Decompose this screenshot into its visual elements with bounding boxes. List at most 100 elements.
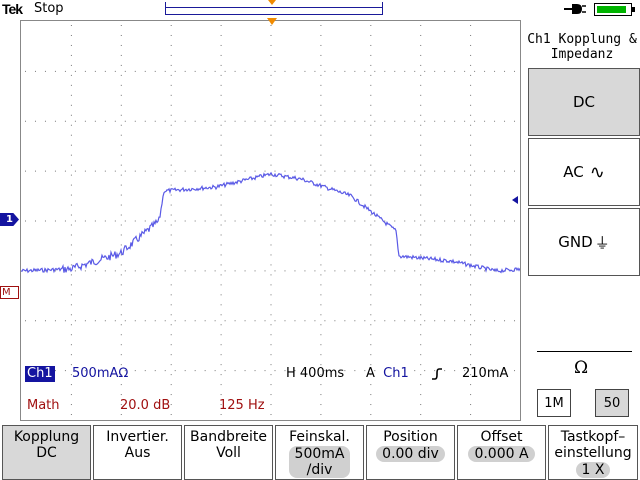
grid-dot	[284, 120, 286, 122]
grid-dot	[184, 370, 186, 372]
side-menu-title: Ch1 Kopplung & Impedanz	[527, 32, 637, 62]
coupling-gnd-button[interactable]: GND ⏚	[528, 208, 640, 276]
grid-dot	[320, 134, 322, 136]
grid-dot	[220, 194, 222, 196]
grid-dot	[270, 184, 272, 186]
grid-dot	[170, 184, 172, 186]
impedance-50-button[interactable]: 50	[595, 389, 629, 417]
soft-key-offset[interactable]: Offset 0.000 A	[457, 425, 546, 480]
impedance-1m-button[interactable]: 1M	[537, 389, 571, 417]
grid-dot	[170, 64, 172, 66]
grid-dot	[474, 120, 476, 122]
grid-dot	[420, 274, 422, 276]
grid-dot	[320, 254, 322, 256]
grid-dot	[70, 124, 72, 126]
grid-dot	[470, 354, 472, 356]
grid-dot	[70, 404, 72, 406]
soft-key-feinskal[interactable]: Feinskal. 500mA/div	[275, 425, 364, 480]
grid-dot	[420, 114, 422, 116]
grid-dot	[270, 344, 272, 346]
grid-dot	[444, 120, 446, 122]
grid-dot	[484, 320, 486, 322]
grid-dot	[394, 270, 396, 272]
grid-dot	[470, 184, 472, 186]
grid-dot	[370, 154, 372, 156]
grid-dot	[320, 214, 322, 216]
grid-dot	[370, 174, 372, 176]
grid-dot	[320, 144, 322, 146]
grid-dot	[44, 70, 46, 72]
grid-dot	[464, 70, 466, 72]
coupling-ac-button[interactable]: AC ∿	[528, 138, 640, 206]
grid-dot	[25, 220, 26, 222]
grid-dot	[214, 120, 216, 122]
grid-dot	[234, 220, 236, 222]
grid-dot	[324, 320, 326, 322]
grid-dot	[104, 220, 106, 222]
grid-dot	[120, 404, 122, 406]
grid-dot	[374, 220, 376, 222]
coupling-dc-button[interactable]: DC	[528, 68, 640, 136]
grid-dot	[514, 170, 516, 172]
soft-key-title: Offset	[480, 429, 523, 445]
soft-key-title-line2: einstellung	[554, 445, 632, 461]
grid-dot	[320, 124, 322, 126]
soft-key-value-unit: /div	[306, 462, 333, 478]
grid-dot	[370, 194, 372, 196]
grid-dot	[420, 134, 422, 136]
grid-dot	[270, 204, 272, 206]
grid-dot	[470, 324, 472, 326]
grid-dot	[264, 170, 266, 172]
grid-dot	[320, 244, 322, 246]
grid-dot	[364, 220, 366, 222]
grid-dot	[70, 234, 72, 236]
soft-key-value: DC	[36, 445, 57, 461]
grid-dot	[220, 334, 222, 336]
grid-dot	[174, 170, 176, 172]
grid-dot	[320, 344, 322, 346]
grid-dot	[354, 120, 356, 122]
soft-key-bandbreite[interactable]: Bandbreite Voll	[184, 425, 273, 480]
grid-dot	[94, 70, 96, 72]
grid-dot	[414, 370, 416, 372]
math-ground-marker[interactable]: M	[0, 286, 19, 299]
soft-key-title: Kopplung	[13, 429, 80, 445]
record-view-bar	[165, 2, 383, 15]
grid-dot	[404, 220, 406, 222]
grid-dot	[70, 44, 72, 46]
grid-dot	[120, 34, 122, 36]
grid-dot	[420, 364, 422, 366]
grid-dot	[120, 194, 122, 196]
grid-dot	[470, 294, 472, 296]
grid-dot	[244, 370, 246, 372]
grid-dot	[170, 344, 172, 346]
grid-dot	[234, 70, 236, 72]
ch1-ground-marker[interactable]: 1	[0, 213, 19, 226]
grid-dot	[120, 234, 122, 236]
grid-dot	[44, 120, 46, 122]
grid-dot	[104, 370, 106, 372]
soft-key-tastkopf[interactable]: Tastkopf– einstellung 1 X	[548, 425, 638, 480]
soft-key-invertier[interactable]: Invertier. Aus	[93, 425, 182, 480]
grid-dot	[164, 120, 166, 122]
grid-dot	[470, 234, 472, 236]
grid-dot	[244, 320, 246, 322]
grid-dot	[420, 314, 422, 316]
grid-dot	[224, 170, 226, 172]
grid-dot	[314, 120, 316, 122]
grid-dot	[484, 220, 486, 222]
grid-dot	[220, 44, 222, 46]
soft-key-position[interactable]: Position 0.00 div	[366, 425, 455, 480]
grid-dot	[170, 364, 172, 366]
soft-key-kopplung[interactable]: Kopplung DC	[2, 425, 91, 480]
grid-dot	[120, 364, 122, 366]
grid-dot	[370, 134, 372, 136]
grid-dot	[220, 374, 222, 376]
grid-dot	[370, 164, 372, 166]
grid-dot	[384, 320, 386, 322]
grid-dot	[170, 374, 172, 376]
grid-dot	[64, 70, 66, 72]
grid-dot	[420, 204, 422, 206]
grid-dot	[484, 120, 486, 122]
grid-dot	[420, 334, 422, 336]
